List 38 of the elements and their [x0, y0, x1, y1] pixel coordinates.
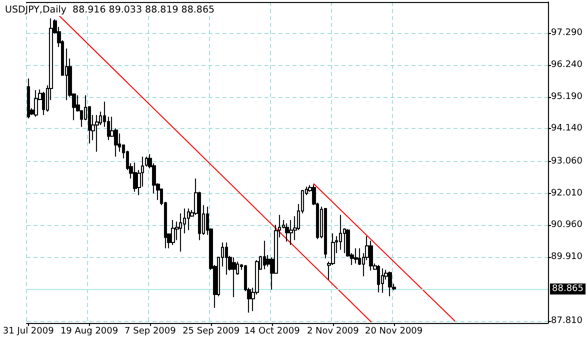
- x-tick-label: 25 Sep 2009: [182, 326, 240, 336]
- ref-line-label: 88.865: [552, 284, 584, 294]
- candlestick: [285, 222, 289, 242]
- y-tick-label: 94.140: [551, 124, 583, 134]
- candlestick: [381, 268, 384, 294]
- x-tick-label: 20 Nov 2009: [364, 326, 423, 336]
- candlestick: [95, 114, 99, 152]
- candlestick: [369, 240, 373, 271]
- candlestick: [225, 242, 228, 276]
- y-tick-label: 87.810: [551, 316, 583, 326]
- y-tick-label: 95.190: [551, 92, 583, 102]
- candlestick: [232, 256, 236, 298]
- chart-title: USDJPY,Daily 88.916 89.033 88.819 88.865: [5, 4, 215, 16]
- candlestick: [133, 162, 137, 192]
- y-tick-label: 96.240: [551, 60, 583, 70]
- candlestick: [263, 240, 266, 270]
- x-tick-label: 7 Sep 2009: [124, 326, 176, 336]
- x-tick-label: 14 Oct 2009: [244, 326, 300, 336]
- candlestick: [27, 78, 30, 119]
- candlestick: [187, 208, 190, 231]
- y-tick-label: 92.010: [551, 188, 583, 198]
- x-tick-label: 2 Nov 2009: [306, 326, 360, 336]
- x-tick-label: 19 Aug 2009: [60, 326, 118, 336]
- candlestick: [324, 208, 327, 259]
- y-tick-label: 97.290: [551, 28, 583, 38]
- candlestick: [179, 212, 182, 252]
- x-tick-label: 31 Jul 2009: [2, 326, 54, 336]
- candlestick: [354, 248, 358, 264]
- candlestick: [34, 90, 38, 118]
- candlestick: [171, 220, 175, 246]
- candlestick: [388, 271, 392, 297]
- candlestick: [145, 156, 148, 168]
- y-tick-label: 93.060: [551, 156, 583, 166]
- y-tick-label: 90.960: [551, 220, 583, 230]
- candlestick: [339, 214, 342, 250]
- candlestick: [377, 264, 380, 293]
- y-tick-label: 89.910: [551, 252, 583, 262]
- candlestick: [289, 220, 293, 246]
